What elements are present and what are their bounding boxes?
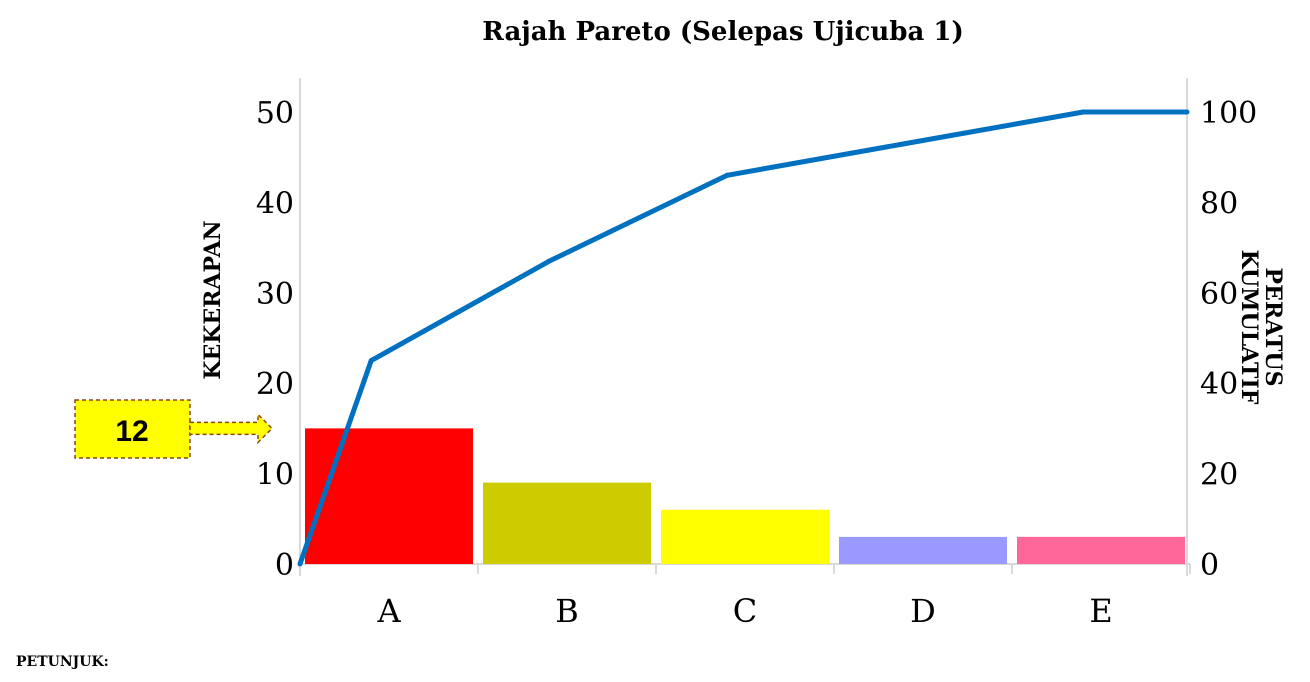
right-tick-label: 0: [1200, 548, 1219, 583]
category-label-e: E: [1089, 592, 1112, 630]
right-axis-tick-labels: 0 20 40 60 80 100: [1200, 96, 1257, 583]
category-label-a: A: [376, 592, 401, 630]
right-axis-title: PERATUSKUMULATIF: [1236, 250, 1286, 405]
right-axis-title-line: PERATUS: [1260, 268, 1286, 387]
bars: [305, 428, 1185, 564]
category-labels: A B C D E: [376, 592, 1112, 630]
left-tick-label: 40: [256, 186, 294, 221]
callout-box: [74, 399, 191, 459]
left-tick-label: 0: [275, 548, 294, 583]
callout-arrow: [189, 412, 274, 445]
left-tick-label: 10: [256, 458, 294, 493]
callout-label: 12: [115, 415, 148, 448]
cumulative-point: [546, 258, 552, 264]
chart-title: Rajah Pareto (Selepas Ujicuba 1): [482, 17, 964, 47]
cumulative-point: [1080, 109, 1086, 115]
callout-annotation: 12: [74, 399, 274, 459]
left-axis-tick-labels: 0 10 20 30 40 50: [256, 96, 294, 583]
cumulative-point: [724, 172, 730, 178]
right-tick-label: 20: [1200, 458, 1238, 493]
left-tick-label: 20: [256, 367, 294, 402]
left-tick-label: 30: [256, 277, 294, 312]
right-tick-label: 60: [1200, 277, 1238, 312]
x-axis-ticks: [299, 564, 1191, 574]
left-axis-title: KEKERAPAN: [200, 220, 226, 379]
bar-e: [1017, 536, 1185, 564]
cumulative-point: [902, 141, 908, 147]
category-label-c: C: [733, 592, 757, 630]
cumulative-point: [297, 561, 303, 567]
right-axis-title-line: KUMULATIF: [1236, 250, 1262, 405]
right-tick-label: 80: [1200, 186, 1238, 221]
left-tick-label: 50: [256, 96, 294, 131]
right-tick-label: 100: [1200, 96, 1257, 131]
category-label-d: D: [910, 592, 936, 630]
cumulative-points: [297, 109, 1190, 567]
bar-d: [839, 536, 1007, 564]
cumulative-point: [1184, 109, 1190, 115]
bar-b: [483, 482, 651, 564]
footer-label: PETUNJUK:: [16, 654, 109, 670]
right-axis-title-text: PERATUSKUMULATIF: [1236, 250, 1286, 405]
category-label-b: B: [555, 592, 579, 630]
cumulative-point: [368, 358, 374, 364]
bar-a: [305, 428, 473, 564]
bar-c: [661, 509, 829, 564]
right-tick-label: 40: [1200, 367, 1238, 402]
